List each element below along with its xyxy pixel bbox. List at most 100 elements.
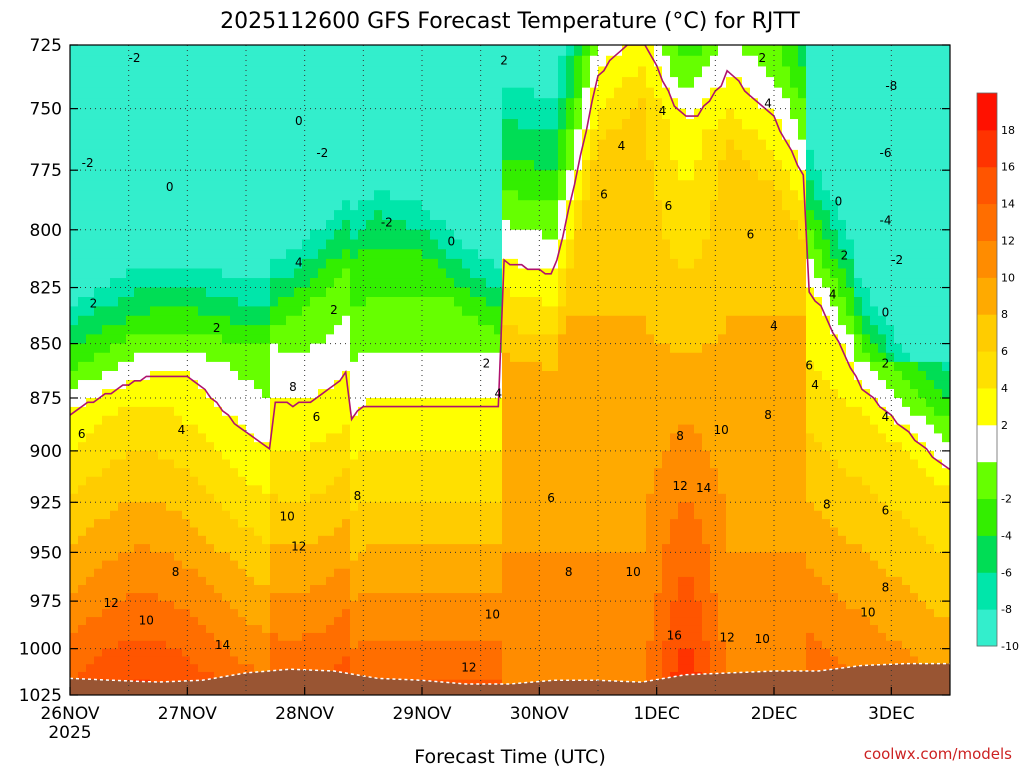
field-cell (390, 229, 399, 241)
field-cell (86, 648, 95, 658)
field-cell (534, 219, 543, 231)
field-cell (254, 527, 263, 537)
field-cell (406, 593, 415, 602)
field-cell (86, 334, 95, 345)
field-cell (262, 66, 271, 78)
field-cell (94, 219, 103, 231)
field-cell (230, 297, 239, 308)
field-cell (214, 219, 223, 231)
field-cell (318, 190, 327, 201)
field-cell (590, 648, 599, 658)
field-cell (542, 361, 551, 372)
field-cell (622, 200, 631, 211)
field-cell (294, 450, 303, 461)
field-cell (518, 66, 527, 78)
field-cell (342, 352, 351, 363)
field-cell (422, 485, 431, 495)
field-cell (182, 229, 191, 241)
field-cell (590, 66, 599, 78)
field-cell (366, 632, 375, 642)
field-cell (614, 180, 623, 191)
field-cell (286, 468, 295, 478)
field-cell (422, 108, 431, 120)
field-cell (582, 180, 591, 191)
field-cell (78, 632, 87, 642)
field-cell (430, 361, 439, 372)
field-cell (118, 98, 127, 110)
field-cell (190, 640, 199, 650)
field-cell (542, 258, 551, 270)
field-cell (486, 380, 495, 390)
field-cell (534, 450, 543, 461)
field-cell (550, 129, 559, 141)
field-cell (590, 560, 599, 570)
field-cell (422, 287, 431, 298)
field-cell (246, 568, 255, 578)
field-cell (118, 200, 127, 211)
field-cell (86, 325, 95, 335)
field-cell (238, 632, 247, 642)
field-cell (310, 664, 319, 673)
field-cell (582, 671, 591, 681)
field-cell (494, 45, 503, 57)
field-cell (158, 476, 167, 486)
field-cell (230, 648, 239, 658)
field-cell (358, 315, 367, 326)
field-cell (598, 343, 607, 354)
field-cell (398, 190, 407, 201)
field-cell (334, 306, 343, 317)
field-cell (582, 389, 591, 399)
field-cell (198, 535, 207, 545)
field-cell (462, 297, 471, 308)
field-cell (526, 239, 535, 250)
field-cell (542, 552, 551, 562)
field-cell (78, 210, 87, 221)
field-cell (430, 476, 439, 486)
field-cell (358, 306, 367, 317)
field-cell (270, 315, 279, 326)
field-cell (158, 544, 167, 553)
field-cell (486, 468, 495, 478)
field-cell (382, 325, 391, 335)
field-cell (126, 585, 135, 594)
field-cell (414, 485, 423, 495)
field-cell (558, 139, 567, 151)
field-cell (78, 450, 87, 461)
field-cell (406, 450, 415, 461)
field-cell (246, 648, 255, 658)
field-cell (462, 200, 471, 211)
field-cell (550, 287, 559, 298)
field-cell (438, 119, 447, 130)
field-cell (230, 180, 239, 191)
field-cell (270, 576, 279, 586)
field-cell (102, 77, 111, 89)
field-cell (454, 424, 463, 435)
field-cell (238, 617, 247, 626)
field-cell (382, 560, 391, 570)
field-cell (310, 389, 319, 399)
field-cell (190, 139, 199, 151)
field-cell (438, 640, 447, 650)
field-cell (334, 585, 343, 594)
field-cell (542, 389, 551, 399)
field-cell (558, 640, 567, 650)
field-cell (582, 593, 591, 602)
field-cell (454, 258, 463, 270)
field-cell (382, 370, 391, 381)
field-cell (550, 200, 559, 211)
field-cell (198, 129, 207, 141)
field-cell (446, 424, 455, 435)
field-cell (414, 493, 423, 503)
field-cell (486, 219, 495, 231)
field-cell (134, 671, 143, 681)
field-cell (566, 593, 575, 602)
field-cell (158, 442, 167, 452)
field-cell (198, 160, 207, 171)
field-cell (518, 119, 527, 130)
field-cell (270, 306, 279, 317)
field-cell (566, 415, 575, 426)
field-cell (614, 576, 623, 586)
field-cell (622, 98, 631, 110)
field-cell (606, 98, 615, 110)
field-cell (270, 77, 279, 89)
